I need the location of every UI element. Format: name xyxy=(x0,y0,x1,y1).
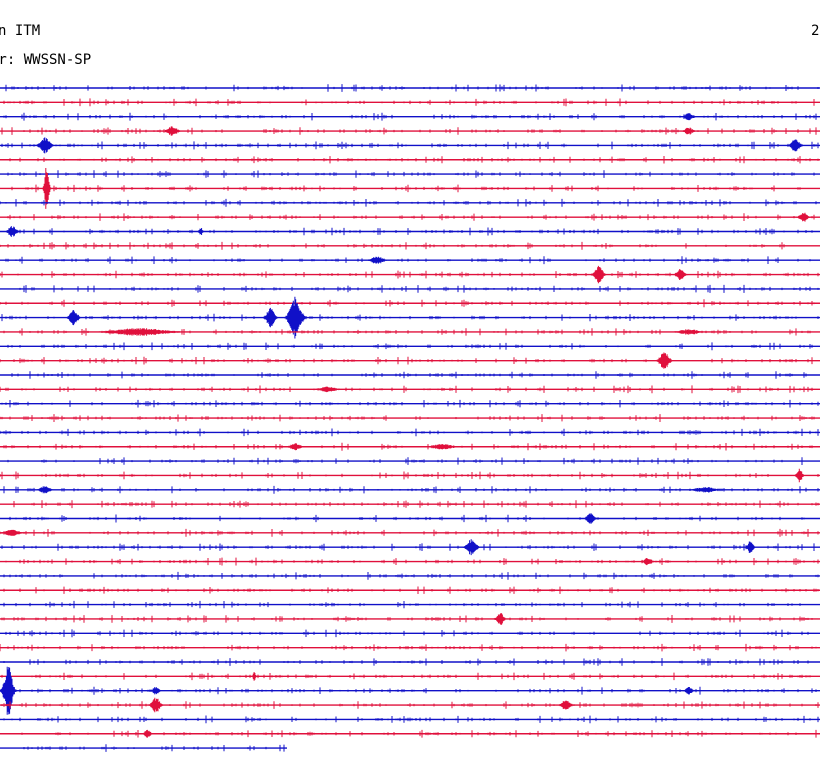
trace-noise xyxy=(1,141,819,150)
seismic-event xyxy=(682,127,695,135)
trace-noise xyxy=(5,629,809,638)
trace-noise xyxy=(3,715,819,724)
trace-noise xyxy=(3,98,815,107)
trace-noise xyxy=(3,571,819,580)
trace-noise xyxy=(1,127,817,135)
trace-noise xyxy=(13,500,819,509)
trace-noise xyxy=(5,84,819,92)
seismic-event xyxy=(642,558,654,566)
trace-noise xyxy=(11,371,807,379)
date-label: 2 xyxy=(811,23,820,39)
seismic-event xyxy=(656,352,673,369)
trace-noise xyxy=(3,658,809,666)
trace-noise xyxy=(0,198,817,207)
seismic-event xyxy=(493,613,507,625)
seismic-event xyxy=(284,296,307,339)
trace-noise xyxy=(1,313,819,322)
trace-noise xyxy=(3,485,819,494)
trace-noise xyxy=(5,557,819,566)
trace-noise xyxy=(0,241,785,250)
trace-noise xyxy=(11,184,801,193)
trace-noise xyxy=(0,385,813,394)
seismic-event xyxy=(682,113,696,121)
seismic-event xyxy=(674,329,704,335)
trace-noise xyxy=(3,442,813,451)
trace-noise xyxy=(1,672,811,681)
seismic-event xyxy=(796,212,811,222)
seismic-event xyxy=(683,687,694,695)
seismic-event xyxy=(0,666,18,715)
seismic-event xyxy=(263,307,279,328)
seismic-event xyxy=(794,468,804,483)
seismic-event xyxy=(252,672,257,681)
trace-noise xyxy=(9,156,819,164)
seismic-event xyxy=(673,269,689,280)
filter-label: er: WWSSN-SP xyxy=(0,52,92,68)
trace-noise xyxy=(1,543,815,551)
seismic-event xyxy=(788,139,803,152)
seismic-event xyxy=(98,328,180,336)
trace-noise xyxy=(0,299,815,308)
trace-noise xyxy=(0,528,819,537)
seismic-event xyxy=(142,729,153,738)
trace-noise xyxy=(1,615,813,623)
trace-noise xyxy=(3,112,817,121)
trace-noise xyxy=(9,514,805,523)
trace-noise xyxy=(23,744,285,752)
seismic-event xyxy=(745,541,756,553)
trace-noise xyxy=(3,586,819,594)
trace-noise xyxy=(0,428,819,437)
trace-noise xyxy=(19,284,819,293)
trace-noise xyxy=(1,701,819,709)
seismic-event xyxy=(429,444,458,450)
trace-noise xyxy=(5,256,811,265)
station-label: n ITM xyxy=(0,23,41,39)
seismic-event xyxy=(315,386,340,393)
seismic-event xyxy=(66,310,82,326)
seismic-event xyxy=(163,126,181,136)
trace-noise xyxy=(1,399,819,408)
trace-noise xyxy=(7,457,803,465)
trace-noise xyxy=(0,356,813,365)
seismic-event xyxy=(6,226,19,237)
seismic-event xyxy=(150,687,161,695)
seismic-event xyxy=(692,487,720,493)
seismic-event xyxy=(584,513,597,524)
seismic-event xyxy=(287,443,304,451)
trace-noise xyxy=(7,170,815,178)
seismic-event xyxy=(148,697,164,713)
seismic-event xyxy=(35,137,54,154)
seismic-event xyxy=(590,265,607,284)
trace-noise xyxy=(7,342,813,351)
seismic-event xyxy=(1,529,23,536)
trace-noise xyxy=(3,600,801,609)
trace-noise xyxy=(0,643,817,652)
seismic-event xyxy=(558,700,574,710)
seismic-event xyxy=(462,539,480,556)
seismic-event xyxy=(368,256,387,264)
trace-noise xyxy=(0,414,815,422)
trace-noise xyxy=(7,213,815,221)
seismic-event xyxy=(197,228,204,235)
seismic-event xyxy=(42,168,52,209)
trace-noise xyxy=(0,471,819,480)
seismic-event xyxy=(37,486,53,494)
